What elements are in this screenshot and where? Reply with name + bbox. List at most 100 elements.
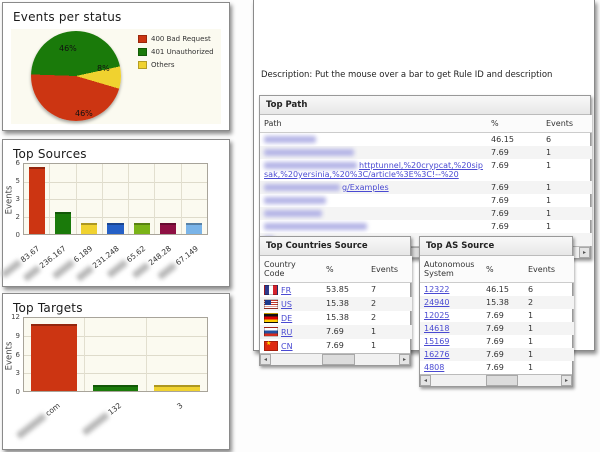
scrollbar-thumb[interactable]: [485, 375, 519, 386]
bar[interactable]: [28, 167, 45, 234]
table-row: CN 7.69 1: [260, 339, 412, 353]
scroll-right-button[interactable]: ▸: [399, 354, 410, 365]
country-link[interactable]: CN: [281, 342, 293, 351]
table-row: 4808 7.69 1: [420, 361, 574, 374]
path-cell: [260, 133, 487, 147]
country-link[interactable]: US: [281, 300, 292, 309]
as-cell: 24940: [420, 296, 482, 309]
bar[interactable]: [153, 384, 200, 391]
as-link[interactable]: 15169: [424, 337, 450, 346]
as-cell: 15169: [420, 335, 482, 348]
bar[interactable]: [186, 222, 203, 234]
bar-slot: [50, 164, 77, 234]
as-cell: 12025: [420, 309, 482, 322]
table-title: Top Countries Source: [260, 237, 410, 256]
table-row: 14618 7.69 1: [420, 322, 574, 335]
y-tick-label: 2: [15, 213, 20, 221]
country-link[interactable]: DE: [281, 314, 293, 323]
country-cell: DE: [260, 311, 322, 325]
bar[interactable]: [81, 222, 98, 234]
events-cell: 1: [546, 222, 552, 231]
bars: [24, 318, 207, 391]
table-row: 7.69 1: [260, 194, 592, 207]
pie-chart[interactable]: [31, 31, 121, 121]
bar[interactable]: [31, 324, 78, 391]
table-title: Top Path: [260, 96, 590, 115]
scroll-right-button[interactable]: ▸: [579, 247, 590, 258]
top-as-table: Top AS Source Autonomous System% Events 1…: [419, 236, 574, 387]
scrollbar-track[interactable]: [431, 375, 561, 386]
redacted-text: [264, 184, 340, 191]
x-label-slot: com: [15, 392, 85, 442]
country-link[interactable]: RU: [281, 328, 293, 337]
country-cell: RU: [260, 325, 322, 339]
path-cell: g/Examples: [260, 181, 487, 194]
as-cell: 16276: [420, 348, 482, 361]
flag-fr-icon: [264, 285, 278, 295]
legend-item: 401 Unauthorized: [138, 48, 214, 56]
as-link[interactable]: 4808: [424, 363, 445, 372]
column-header: %: [322, 256, 367, 283]
gridline: [24, 199, 207, 200]
events-cell: 1: [546, 196, 552, 205]
as-link[interactable]: 14618: [424, 324, 450, 333]
gridline: [24, 354, 207, 356]
as-link[interactable]: 24940: [424, 298, 450, 307]
table-row: 12322 46.15 6: [420, 283, 574, 297]
bar-slot: [24, 164, 51, 234]
y-tick-label: 5: [15, 177, 20, 185]
flag-ru-icon: [264, 327, 278, 337]
percent-cell: 15.38: [322, 297, 367, 311]
scrollbar-track[interactable]: [271, 354, 399, 365]
scroll-right-button[interactable]: ▸: [561, 375, 572, 386]
y-tick-label: 3: [15, 369, 20, 378]
table-header-row: Autonomous System% Events: [420, 256, 574, 283]
country-link[interactable]: FR: [281, 286, 292, 295]
pie-slice-label: 8%: [97, 64, 110, 73]
percent-cell: 7.69: [491, 196, 509, 205]
country-cell: FR: [260, 283, 322, 298]
bar[interactable]: [133, 222, 150, 234]
events-cell: 1: [371, 341, 377, 350]
as-link[interactable]: 12025: [424, 311, 450, 320]
bar[interactable]: [92, 384, 139, 391]
column-header: %: [487, 115, 542, 133]
percent-cell: 7.69: [487, 207, 542, 220]
chart-description: Description: Put the mouse over a bar to…: [261, 70, 553, 80]
x-tick-label: com: [15, 401, 62, 440]
panel-title: Events per status: [13, 10, 122, 24]
scroll-left-button[interactable]: ◂: [420, 375, 431, 386]
horizontal-scrollbar[interactable]: ◂ ▸: [420, 374, 572, 386]
as-link[interactable]: 12322: [424, 285, 450, 294]
bar[interactable]: [107, 222, 124, 234]
legend-item: Others: [138, 61, 214, 69]
table-title: Top AS Source: [420, 237, 572, 256]
y-tick-label: 6: [15, 350, 20, 359]
as-link[interactable]: 16276: [424, 350, 450, 359]
percent-cell: 46.15: [491, 135, 514, 144]
scrollbar-thumb[interactable]: [322, 354, 356, 365]
path-link[interactable]: g/Examples: [342, 183, 389, 192]
path-cell: httptunnel,%20crypcat,%20sipsak,%20yersi…: [260, 159, 487, 181]
y-axis-ticks: 6 5 3 2 0: [9, 159, 23, 239]
table-row: DE 15.38 2: [260, 311, 412, 325]
bar[interactable]: [159, 222, 177, 234]
redacted-text: [264, 162, 357, 169]
y-tick-label: 0: [15, 388, 20, 396]
redacted-text: [264, 210, 322, 217]
events-cell: 6: [528, 285, 534, 294]
horizontal-scrollbar[interactable]: ◂ ▸: [260, 353, 410, 365]
panel-title: Top Targets: [13, 301, 83, 315]
path-cell: [260, 194, 487, 207]
path-link[interactable]: httptunnel,%20crypcat,%20sipsak,%20yersi…: [264, 161, 483, 179]
legend-label: Others: [151, 61, 175, 69]
x-label-slot: 67.149: [156, 235, 208, 281]
percent-cell: 7.69: [482, 348, 524, 361]
events-cell: 1: [524, 322, 574, 335]
bar[interactable]: [54, 211, 71, 234]
events-cell: 1: [528, 337, 534, 346]
targets-plot: [23, 317, 208, 392]
scroll-left-button[interactable]: ◂: [260, 354, 271, 365]
